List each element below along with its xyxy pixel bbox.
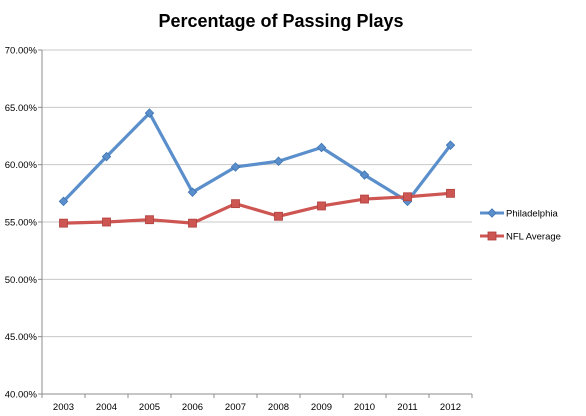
data-point [188, 218, 197, 228]
y-tick-label: 60.00% [5, 160, 38, 171]
y-tick-label: 45.00% [5, 332, 38, 343]
data-point [59, 218, 68, 228]
data-point [274, 211, 283, 221]
data-point [231, 199, 240, 209]
data-point [359, 170, 370, 180]
data-point [445, 140, 456, 150]
y-tick-label: 70.00% [5, 46, 38, 57]
data-point [446, 188, 455, 198]
x-tick-label: 2003 [53, 402, 74, 413]
legend-item: NFL Average [480, 232, 561, 243]
legend-label: NFL Average [506, 232, 561, 243]
data-point [273, 156, 284, 166]
data-point [145, 215, 154, 225]
data-point [317, 201, 326, 211]
legend: Philadelphia NFL Average [480, 208, 561, 243]
series-group [58, 108, 456, 228]
y-tick-label: 65.00% [5, 103, 38, 114]
series-line [63, 191, 451, 225]
x-axis-ticks: 2003 2004 2005 2006 2007 2008 2009 2010 2011 2012 [41, 394, 473, 413]
y-tick-label: 40.00% [5, 390, 38, 401]
x-tick-label: 2012 [440, 402, 461, 413]
x-tick-label: 2005 [139, 402, 160, 413]
data-point [101, 151, 112, 162]
x-tick-label: 2007 [225, 402, 246, 413]
series-philadelphia [58, 108, 456, 207]
data-point [360, 194, 369, 204]
data-point [316, 142, 327, 153]
legend-marker [487, 231, 497, 241]
x-tick-label: 2004 [96, 402, 117, 413]
legend-label: Philadelphia [506, 209, 558, 220]
data-point [58, 196, 69, 207]
data-point [144, 108, 155, 118]
legend-marker [487, 208, 497, 218]
data-point [230, 162, 241, 172]
chart-title: Percentage of Passing Plays [158, 11, 403, 31]
data-point [403, 192, 412, 202]
y-axis-ticks: 40.00% 45.00% 50.00% 55.00% 60.00% 65.00% 70.0… [5, 46, 42, 401]
x-tick-label: 2009 [311, 402, 332, 413]
x-tick-label: 2008 [268, 402, 289, 413]
x-tick-label: 2011 [397, 402, 417, 413]
series-nfl-average [59, 188, 455, 228]
y-tick-label: 50.00% [5, 275, 38, 286]
x-tick-label: 2006 [182, 402, 203, 413]
legend-item: Philadelphia [480, 208, 558, 220]
data-point [187, 187, 198, 197]
x-tick-label: 2010 [354, 402, 375, 413]
y-tick-label: 55.00% [5, 218, 38, 229]
data-point [102, 217, 111, 227]
series-line [62, 111, 452, 203]
